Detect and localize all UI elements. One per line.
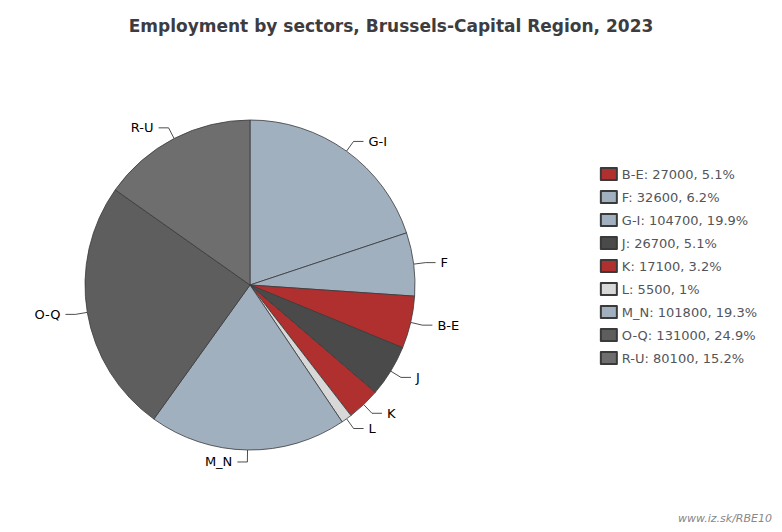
svg-text:J: J [415, 370, 420, 385]
svg-text:L: L [369, 421, 377, 436]
svg-text:F: F [441, 255, 448, 270]
svg-text:K: K [387, 406, 396, 421]
svg-text:J: 26700, 5.1%: J: 26700, 5.1% [621, 236, 717, 251]
svg-text:M_N: 101800, 19.3%: M_N: 101800, 19.3% [622, 305, 757, 320]
svg-text:B-E: B-E [437, 318, 459, 333]
svg-text:L: 5500, 1%: L: 5500, 1% [622, 282, 700, 297]
svg-text:G-I: G-I [369, 134, 388, 149]
svg-text:K: 17100, 3.2%: K: 17100, 3.2% [622, 259, 722, 274]
svg-text:B-E: 27000, 5.1%: B-E: 27000, 5.1% [622, 167, 735, 182]
svg-text:O-Q: O-Q [34, 307, 60, 322]
svg-text:R-U: R-U [131, 120, 154, 135]
svg-text:F: 32600, 6.2%: F: 32600, 6.2% [622, 190, 720, 205]
svg-text:G-I: 104700, 19.9%: G-I: 104700, 19.9% [622, 213, 748, 228]
svg-text:Employment by sectors, Brussel: Employment by sectors, Brussels-Capital … [129, 16, 654, 36]
svg-text:O-Q: 131000, 24.9%: O-Q: 131000, 24.9% [622, 328, 756, 343]
svg-text:R-U: 80100, 15.2%: R-U: 80100, 15.2% [622, 351, 744, 366]
svg-text:M_N: M_N [205, 454, 232, 469]
svg-text:www.iz.sk/RBE10: www.iz.sk/RBE10 [678, 512, 772, 525]
